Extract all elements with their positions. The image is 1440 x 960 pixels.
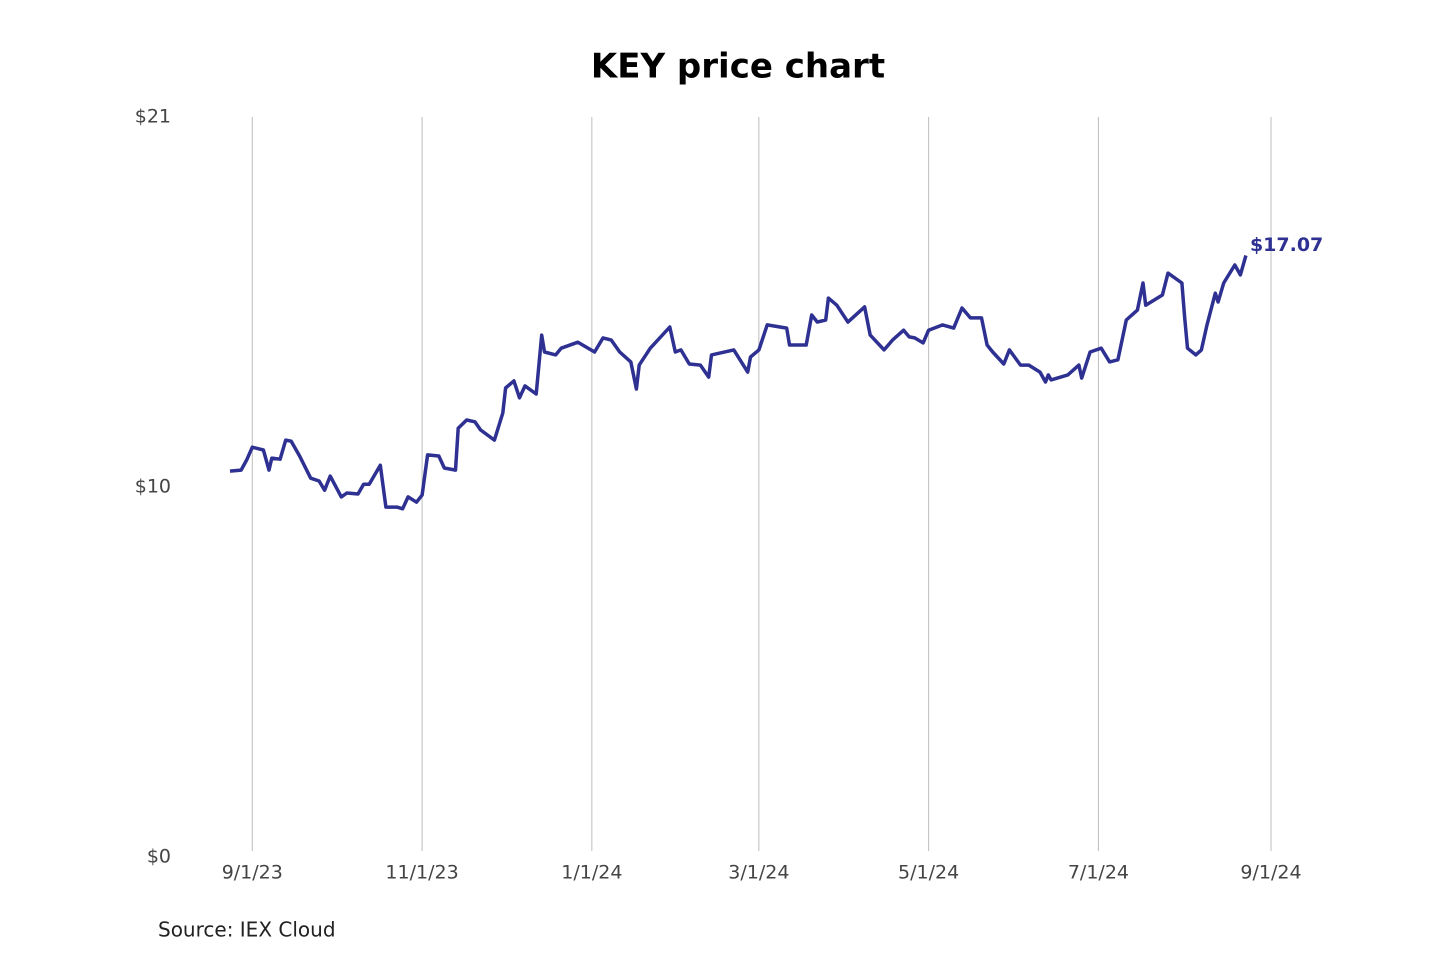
y-tick-label: $0 bbox=[147, 846, 171, 868]
x-tick-label: 7/1/24 bbox=[1068, 862, 1129, 884]
x-tick-label: 9/1/24 bbox=[1240, 862, 1301, 884]
value-label: $17.07 bbox=[1250, 234, 1323, 256]
source-note: Source: IEX Cloud bbox=[158, 918, 336, 942]
y-tick-label: $21 bbox=[135, 106, 171, 128]
price-line bbox=[229, 255, 1248, 511]
chart-title: KEY price chart bbox=[591, 47, 885, 87]
x-tick-label: 1/1/24 bbox=[561, 862, 622, 884]
y-tick-label: $10 bbox=[135, 476, 171, 498]
x-tick-label: 3/1/24 bbox=[728, 862, 789, 884]
x-tick-label: 9/1/23 bbox=[222, 862, 283, 884]
x-tick-label: 11/1/23 bbox=[385, 862, 458, 884]
x-tick-label: 5/1/24 bbox=[898, 862, 959, 884]
